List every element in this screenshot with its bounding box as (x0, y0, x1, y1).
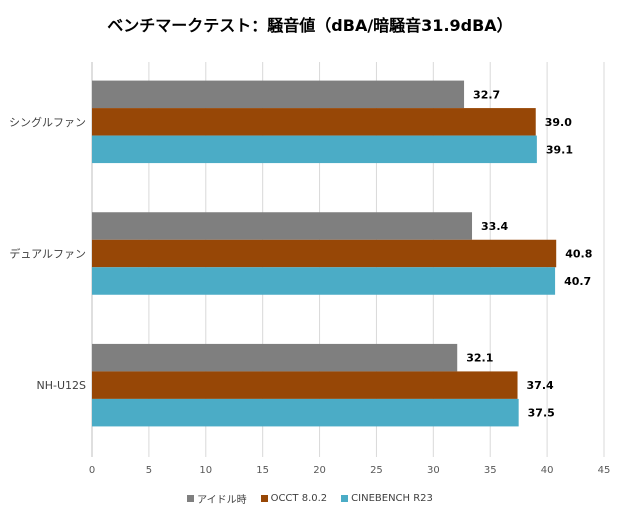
legend-label: OCCT 8.0.2 (270, 493, 328, 504)
data-label: 32.7 (473, 88, 500, 101)
data-label: 39.0 (545, 116, 572, 129)
x-tick-label: 5 (146, 465, 152, 476)
x-tick-label: 40 (541, 465, 554, 476)
chart-title: ベンチマークテスト：騒音値（dBA/暗騒音31.9dBA） (107, 16, 513, 35)
x-tick-label: 45 (598, 465, 611, 476)
category-label: シングルファン (9, 115, 86, 129)
legend-swatch (341, 495, 349, 502)
category-label: NH-U12S (37, 379, 87, 392)
bar (92, 80, 465, 109)
legend-label: アイドル時 (197, 495, 247, 506)
legend-label: CINEBENCH R23 (351, 493, 433, 504)
data-label: 40.7 (564, 275, 591, 288)
bar (92, 267, 556, 295)
legend-item: CINEBENCH R23 (341, 491, 433, 506)
bar (92, 135, 537, 164)
bar (92, 398, 519, 427)
data-label: 33.4 (481, 220, 508, 233)
data-label: 40.8 (565, 248, 592, 261)
bar (92, 343, 458, 372)
data-label: 37.4 (527, 379, 554, 392)
data-label: 32.1 (466, 352, 493, 365)
legend-item: OCCT 8.0.2 (260, 491, 328, 506)
legend-swatch (260, 495, 268, 502)
bar (92, 371, 518, 399)
x-tick-label: 10 (199, 465, 212, 476)
bar (92, 239, 557, 268)
x-tick-label: 15 (256, 465, 269, 476)
x-tick-label: 35 (484, 465, 497, 476)
legend-swatch (187, 495, 195, 502)
legend-item: アイドル時 (187, 491, 247, 506)
x-tick-label: 30 (427, 465, 440, 476)
data-label: 37.5 (528, 407, 555, 420)
bar (92, 108, 536, 136)
x-tick-label: 20 (313, 465, 326, 476)
data-label: 39.1 (546, 143, 573, 156)
legend: アイドル時 OCCT 8.0.2 CINEBENCH R23 (0, 491, 620, 506)
x-tick-label: 0 (89, 465, 95, 476)
category-label: デュアルファン (9, 247, 86, 261)
bar (92, 212, 473, 240)
x-tick-label: 25 (370, 465, 383, 476)
